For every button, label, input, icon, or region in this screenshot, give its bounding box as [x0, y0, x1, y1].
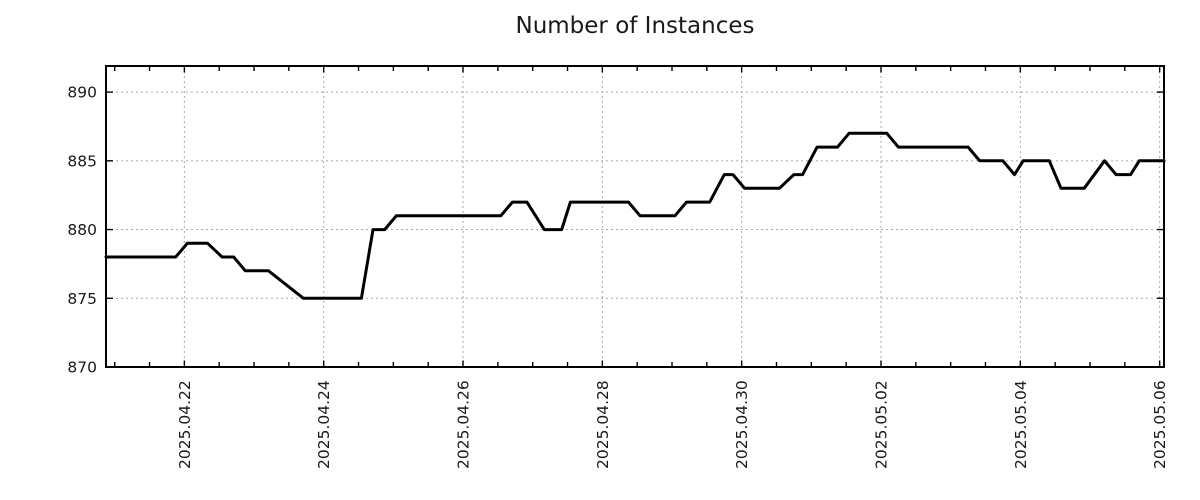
y-tick-label: 885	[67, 152, 97, 170]
y-tick-label: 880	[67, 221, 97, 239]
plot-border	[105, 65, 1165, 368]
x-tick-label: 2025.04.22	[176, 380, 194, 469]
x-tick-label: 2025.05.06	[1151, 380, 1169, 469]
x-tick-label: 2025.04.28	[594, 380, 612, 469]
chart-title: Number of Instances	[515, 13, 755, 39]
y-tick-label: 875	[67, 290, 97, 308]
x-tick-label: 2025.05.02	[873, 380, 891, 469]
x-tick-label: 2025.04.30	[733, 380, 751, 469]
y-tick-label: 890	[67, 84, 97, 102]
x-tick-label: 2025.04.26	[455, 380, 473, 469]
x-tick-label: 2025.05.04	[1012, 380, 1030, 469]
y-tick-label: 870	[67, 359, 97, 377]
data-line	[104, 131, 1166, 300]
x-tick-label: 2025.04.24	[315, 380, 333, 469]
